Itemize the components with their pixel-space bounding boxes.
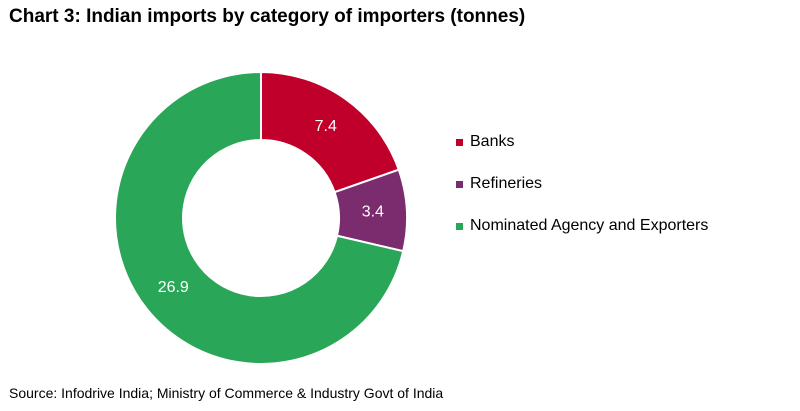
data-label-nominated-agency: 26.9 <box>158 279 189 296</box>
legend-label-banks: Banks <box>470 133 515 150</box>
data-labels: 7.4 3.4 26.9 <box>158 118 384 296</box>
legend-swatch-banks <box>456 139 463 146</box>
slice-nominated-agency <box>114 70 405 365</box>
source-note: Source: Infodrive India; Ministry of Com… <box>9 385 444 401</box>
chart-title: Chart 3: Indian imports by category of i… <box>9 6 526 27</box>
legend-item-nominated-agency: Nominated Agency and Exporters <box>454 216 714 236</box>
legend-label-nominated-agency: Nominated Agency and Exporters <box>470 217 709 234</box>
legend-swatch-nominated-agency <box>456 223 463 230</box>
legend-item-banks: Banks <box>454 132 714 152</box>
legend-label-refineries: Refineries <box>470 175 543 192</box>
data-label-refineries: 3.4 <box>362 203 384 220</box>
data-label-banks: 7.4 <box>315 118 337 135</box>
legend: Banks Refineries Nominated Agency and Ex… <box>454 132 714 236</box>
legend-swatch-refineries <box>456 181 463 188</box>
legend-item-refineries: Refineries <box>454 174 714 194</box>
donut-slices <box>114 70 408 365</box>
